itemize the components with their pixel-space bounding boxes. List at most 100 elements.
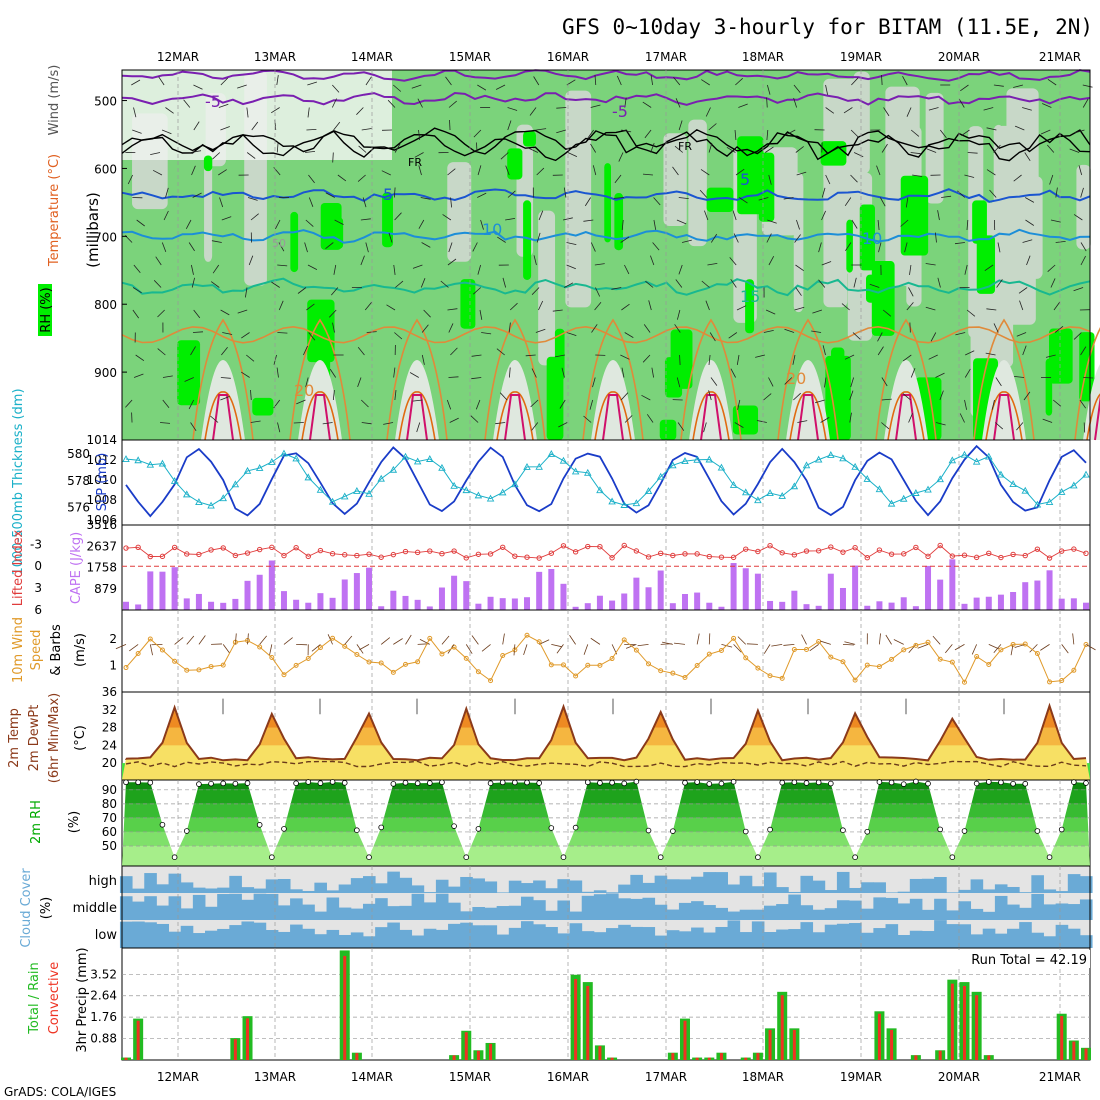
cape-bar <box>657 570 664 610</box>
wind-speed-marker <box>573 673 579 679</box>
wind-barb <box>642 173 653 176</box>
wind-barb <box>672 166 679 176</box>
date-label-bottom: 13MAR <box>254 1070 296 1084</box>
cloud-bar <box>946 892 959 893</box>
rh2m-marker <box>937 826 943 833</box>
wind-barb <box>416 422 421 433</box>
precip-convective-bar <box>877 1013 881 1060</box>
cloud-bar <box>229 925 242 948</box>
cloud-bar <box>520 896 534 920</box>
wind-barb <box>900 219 909 227</box>
wind-barb <box>1074 129 1085 134</box>
rh2m-marker <box>730 778 737 785</box>
lifted-marker <box>548 550 555 556</box>
wind10m-barb <box>502 633 505 645</box>
wind-barb <box>531 287 540 295</box>
wind-barb <box>450 347 458 356</box>
cloud-bar <box>1007 904 1020 920</box>
wind-barb <box>495 84 506 90</box>
wind-barb <box>592 377 596 388</box>
wind-barb <box>125 399 133 408</box>
wind-barb <box>676 219 687 225</box>
wind-barb <box>964 174 975 178</box>
wind-barb <box>507 120 512 131</box>
cloud-bar <box>350 932 364 948</box>
cloud-bar <box>691 927 704 948</box>
contour-label: 15 <box>740 287 760 306</box>
cloud-bar <box>606 893 619 920</box>
contour-25c <box>985 391 1023 441</box>
cape-bar <box>511 598 518 610</box>
wind-barb <box>996 279 1003 288</box>
wind-speed-marker <box>1083 642 1089 648</box>
wind-barb <box>530 399 539 408</box>
contour-30c <box>797 394 819 441</box>
cloud-bar <box>654 904 668 920</box>
cloud-bar <box>934 920 947 948</box>
rh-moist-patch <box>976 235 996 294</box>
wind-barb <box>821 187 826 198</box>
rh-boundary-layer-dry <box>591 360 635 440</box>
wind-barb <box>883 107 890 117</box>
wind-barb <box>127 174 133 185</box>
rh2m-marker <box>645 827 652 834</box>
cloud-bar <box>678 902 692 920</box>
cloud-bar <box>277 931 291 948</box>
wind-barb <box>939 129 947 139</box>
rh2m-marker <box>767 826 773 833</box>
wind-barb <box>418 165 422 176</box>
wind-barb <box>853 152 864 158</box>
rh2m-marker <box>876 779 883 785</box>
wind-barb <box>505 218 516 221</box>
wind-barb <box>360 218 371 221</box>
wind-barb <box>959 413 965 423</box>
wind-barb <box>926 148 937 153</box>
cloud-bar <box>205 930 218 948</box>
cloud-bar <box>727 920 741 948</box>
contour-20c <box>289 318 351 441</box>
rh2m-tick: 90 <box>102 783 117 797</box>
wind-barb <box>738 197 748 204</box>
wind-barb <box>909 264 912 275</box>
precip-frame <box>121 947 1091 1061</box>
wind10m-barb <box>441 635 450 645</box>
cloud-bar <box>496 906 510 920</box>
cloud-bar <box>715 926 728 948</box>
precip-convective-bar <box>962 985 966 1060</box>
rh2m-marker <box>560 854 567 860</box>
rh2m-marker <box>949 854 956 860</box>
cloud-bar <box>156 923 170 948</box>
wind-barb <box>161 242 167 253</box>
contour-label: 20 <box>786 369 806 388</box>
wind-barb <box>877 219 880 231</box>
lifted-marker <box>621 542 627 549</box>
contour-label: FR <box>678 140 692 153</box>
wind-speed-marker <box>330 635 336 641</box>
wind-barb <box>825 107 835 114</box>
wind-barb <box>704 210 709 221</box>
wind10m-barb <box>1010 644 1014 656</box>
cloud-bar <box>569 880 583 893</box>
wind-barb <box>388 232 393 243</box>
precip-convective-bar <box>574 979 578 1060</box>
wind-barb <box>595 287 601 297</box>
wind-barb <box>621 367 625 378</box>
rh2m-marker <box>961 828 968 834</box>
cloud-bar <box>581 931 595 948</box>
cloud-bar <box>642 882 656 893</box>
pressure-tick: 700 <box>94 230 117 244</box>
wind-barb <box>768 377 774 387</box>
wind-barb <box>157 309 165 318</box>
wind-barb <box>675 279 683 288</box>
wind-barb <box>496 348 505 356</box>
wind-barb <box>308 332 316 341</box>
thickness-marker <box>304 473 313 481</box>
precip-convective-bar <box>476 1050 480 1060</box>
wind-barb <box>559 399 566 409</box>
thickness-marker <box>1045 498 1054 505</box>
cloud-bar <box>1079 876 1093 893</box>
wind10m-barb <box>1085 644 1096 651</box>
rh2m-marker <box>317 780 324 786</box>
wind-barb <box>735 168 745 176</box>
lifted-axis-label: Lifted Index <box>11 529 26 606</box>
